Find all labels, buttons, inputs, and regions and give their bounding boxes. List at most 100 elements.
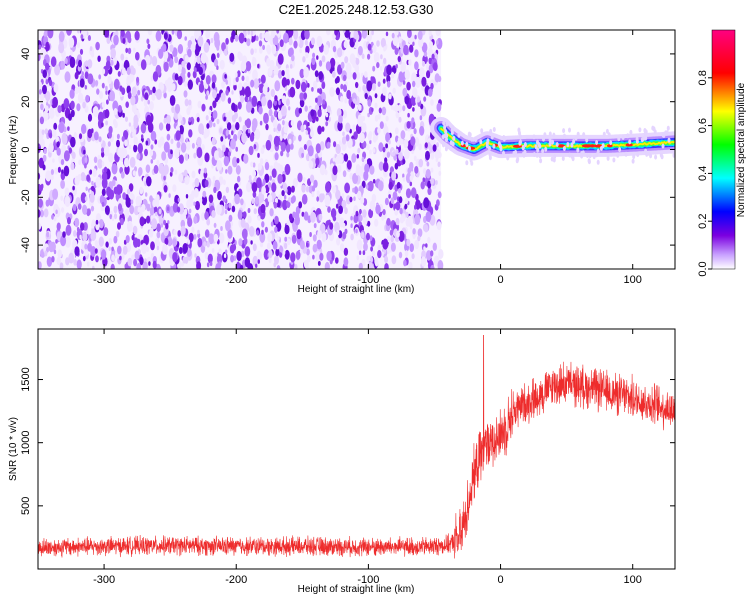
spectrogram-noise-cell [314,70,319,78]
spectrogram-noise-cell [101,151,105,158]
spectrogram-noise-cell [231,102,236,112]
spectrogram-noise-cell [317,88,320,93]
spectrogram-noise-cell [150,76,154,81]
spectrogram-noise-cell [269,175,272,181]
spectrogram-noise-cell [265,123,269,131]
spectrogram-noise-cell [255,35,259,42]
spectrogram-faint-cell [519,134,523,140]
spectrogram-noise-cell [230,254,235,263]
spectrogram-noise-cell [380,54,383,60]
spectrogram-noise-cell [403,259,407,267]
spectrogram-noise-cell [238,32,245,44]
spectrogram-noise-cell [279,252,283,258]
spectrogram-noise-cell [231,90,234,95]
spectrogram-noise-cell [218,248,222,255]
spectrogram-noise-cell [405,188,412,199]
spectrogram-noise-cell [263,249,270,260]
spectrogram-noise-cell [274,215,279,225]
spectrogram-noise-cell [244,246,251,257]
spectrogram-noise-cell [346,89,352,100]
spectrogram-noise-cell [78,59,82,68]
spectrogram-noise-cell [194,30,200,40]
spectrogram-noise-cell [288,197,292,203]
spectrogram-faint-cell [581,150,585,156]
spectrogram-noise-cell [139,256,144,266]
spectrogram-noise-cell [308,160,314,169]
spectrogram-noise-cell [270,30,276,39]
spectrogram-noise-cell [110,48,116,59]
spectrogram-noise-cell [56,222,61,231]
spectrogram-noise-cell [193,201,196,206]
spectrogram-noise-cell [231,130,234,136]
spectrogram-noise-cell [312,80,318,90]
spectrogram-noise-cell [38,209,41,218]
spectrogram-noise-cell [344,56,349,64]
spectrogram-noise-cell [430,264,435,269]
spectrogram-noise-cell [402,105,406,112]
spectrogram-noise-cell [414,239,420,250]
spectrogram-noise-cell [163,185,168,193]
spectrogram-noise-cell [267,47,271,55]
spectrogram-noise-cell [428,30,432,37]
spectrogram-noise-cell [233,83,237,91]
spectrogram-noise-cell [238,82,243,91]
spectrogram-x-axis-label: Height of straight line (km) [298,284,415,295]
spectrogram-noise-cell [304,105,308,112]
spectrogram-noise-cell [275,248,280,257]
spectrogram-noise-cell [149,89,153,95]
spectrogram-faint-cell [460,140,464,146]
spectrogram-noise-cell [344,207,348,215]
spectrogram-noise-cell [318,213,323,221]
spectrogram-faint-cell [465,141,469,147]
spectrogram-faint-cell [563,133,566,139]
spectrogram-noise-cell [64,236,71,248]
spectrogram-noise-cell [257,63,260,69]
spectrogram-noise-cell [382,238,389,250]
spectrogram-noise-cell [414,214,421,225]
spectrogram-noise-cell [240,218,246,228]
spectrogram-noise-cell [282,199,288,211]
spectrogram-noise-cell [409,161,414,171]
spectrogram-noise-cell [268,108,273,117]
spectrogram-noise-cell [407,167,412,175]
spectrogram-noise-cell [382,146,386,153]
spectrogram-noise-cell [303,92,308,100]
spectrogram-noise-cell [84,105,89,113]
spectrogram-noise-cell [321,193,325,201]
spectrogram-noise-cell [376,40,380,47]
spectrogram-noise-cell [57,249,62,258]
spectrogram-noise-cell [228,80,232,87]
spectrogram-faint-cell [596,159,600,165]
spectrogram-noise-cell [337,121,343,132]
spectrogram-noise-cell [185,194,189,199]
spectrogram-noise-cell [98,160,102,165]
spectrogram-noise-cell [125,116,128,122]
spectrogram-noise-cell [263,82,268,90]
spectrogram-noise-cell [305,186,310,193]
spectrogram-noise-cell [44,250,48,257]
spectrogram-noise-cell [127,36,132,44]
spectrogram-noise-cell [274,95,278,102]
spectrogram-noise-cell [407,112,410,118]
spectrogram-noise-cell [79,78,85,88]
spectrogram-faint-cell [444,146,448,152]
spectrogram-noise-cell [200,212,206,221]
spectrogram-noise-cell [220,136,224,142]
spectrogram-noise-cell [38,172,41,180]
spectrogram-noise-cell [287,48,293,57]
spectrogram-noise-cell [132,170,136,177]
spectrogram-noise-cell [271,182,277,193]
spectrogram-noise-cell [397,55,401,63]
spectrogram-noise-cell [343,40,348,49]
spectrogram-noise-cell [284,194,287,200]
spectrogram-noise-cell [198,123,205,135]
spectrogram-noise-cell [405,211,409,218]
spectrogram-noise-cell [116,133,120,140]
spectrogram-noise-cell [198,82,205,93]
spectrogram-noise-cell [69,56,76,68]
spectrogram-noise-cell [219,59,225,70]
spectrogram-noise-cell [318,60,323,67]
spectrogram-faint-cell [645,151,649,157]
spectrogram-x-tick-label: -300 [93,274,115,286]
spectrogram-noise-cell [101,101,106,108]
